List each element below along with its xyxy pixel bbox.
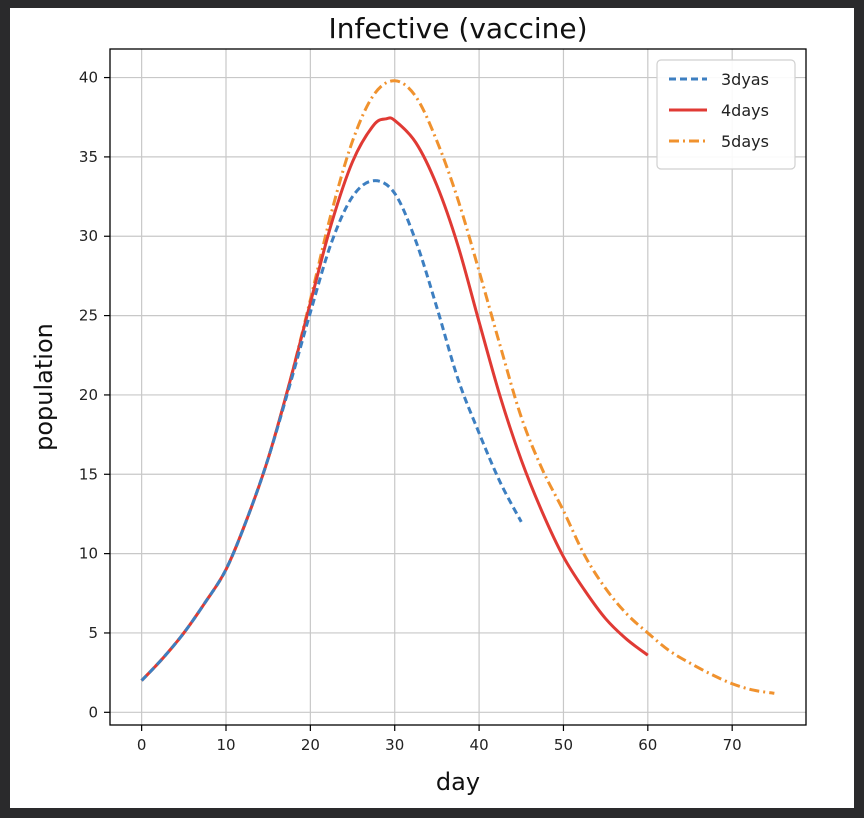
y-tick-label: 20 xyxy=(79,386,98,404)
x-tick-label: 0 xyxy=(137,736,147,754)
x-axis-title: day xyxy=(436,768,480,796)
series-line-3dyas xyxy=(140,179,523,682)
legend-label: 4days xyxy=(721,101,769,120)
plot-border xyxy=(109,48,807,726)
y-tick-label: 0 xyxy=(88,703,98,721)
y-tick-label: 30 xyxy=(79,227,98,245)
x-tick-label: 10 xyxy=(216,736,235,754)
x-tick-label: 60 xyxy=(638,736,657,754)
line-chart: 0 10 20 30 40 50 60 70 0 5 10 15 20 25 30 35 40 Infectiv… xyxy=(30,12,807,796)
chart-title: Infective (vaccine) xyxy=(328,12,587,45)
y-tick-label: 5 xyxy=(88,624,98,642)
x-tick-label: 50 xyxy=(554,736,573,754)
ticks: 0 10 20 30 40 50 60 70 0 5 10 15 20 25 30 35 40 xyxy=(79,69,742,754)
y-tick-label: 40 xyxy=(79,69,98,87)
series-line-5days xyxy=(140,79,775,695)
y-tick-label: 35 xyxy=(79,148,98,166)
x-tick-label: 40 xyxy=(470,736,489,754)
y-tick-label: 10 xyxy=(79,545,98,563)
legend-label: 3dyas xyxy=(721,70,769,89)
series-lines xyxy=(140,79,775,695)
grid xyxy=(110,49,806,725)
legend-label: 5days xyxy=(721,132,769,151)
series-line-4days xyxy=(140,116,649,682)
x-tick-label: 30 xyxy=(385,736,404,754)
x-tick-label: 20 xyxy=(301,736,320,754)
chart-frame: 0 10 20 30 40 50 60 70 0 5 10 15 20 25 30 35 40 Infectiv… xyxy=(10,8,854,808)
legend: 3dyas 4days 5days xyxy=(656,59,796,170)
x-tick-label: 70 xyxy=(723,736,742,754)
y-axis-title: population xyxy=(30,323,58,451)
y-tick-label: 25 xyxy=(79,307,98,325)
y-tick-label: 15 xyxy=(79,465,98,483)
